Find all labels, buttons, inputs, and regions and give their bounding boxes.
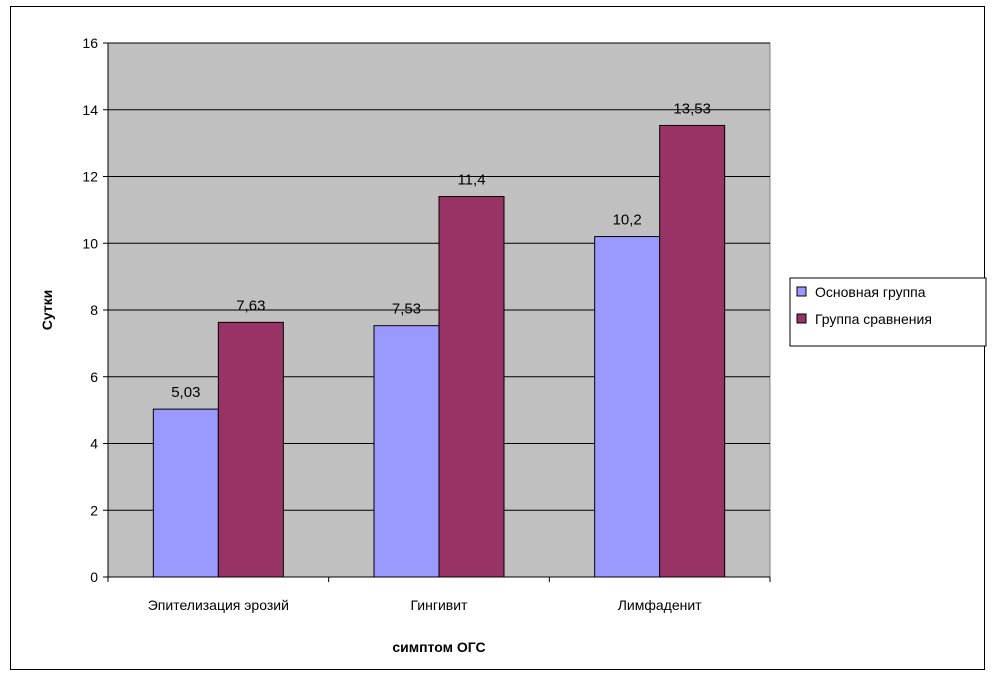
x-category-label: Лимфаденит (618, 597, 702, 613)
y-axis-title: Сутки (39, 290, 55, 331)
bar-comparison-group (659, 124, 726, 578)
bar-main-group (373, 325, 440, 578)
bar-comparison-group (217, 321, 284, 578)
y-tick-label: 10 (82, 235, 98, 251)
y-tick-label: 4 (90, 436, 98, 452)
y-tick-label: 16 (82, 35, 98, 51)
bar-comparison-group (438, 196, 505, 578)
y-tick-label: 2 (90, 502, 98, 518)
y-tick-label: 12 (82, 169, 98, 185)
legend-swatch-main-group (796, 286, 807, 297)
data-label: 13,53 (673, 100, 711, 117)
x-category-label: Гингивит (411, 597, 469, 613)
data-label: 5,03 (171, 384, 200, 401)
legend-swatch-comparison-group (796, 313, 807, 324)
data-label: 11,4 (457, 172, 485, 189)
data-label: 7,53 (392, 301, 421, 318)
bar-main-group (594, 236, 661, 578)
data-label: 10,2 (613, 212, 642, 229)
y-ticks: 0 2 4 6 8 10 12 14 16 (82, 35, 108, 585)
bar-main-group (152, 408, 219, 578)
bars (152, 124, 726, 578)
legend-box (789, 277, 987, 347)
x-category-label: Эпителизация эрозий (148, 597, 289, 613)
legend: Основная группа Группа сравнения (789, 277, 987, 347)
y-tick-label: 6 (90, 369, 98, 385)
data-labels: 5,03 7,63 7,53 11,4 10,2 13,53 (171, 100, 711, 401)
data-label: 7,63 (236, 297, 265, 314)
y-tick-label: 14 (82, 102, 98, 118)
x-axis-title: симптом ОГС (392, 639, 485, 655)
legend-label-comparison-group: Группа сравнения (815, 311, 932, 327)
x-categories: Эпителизация эрозий Гингивит Лимфаденит (148, 597, 702, 613)
y-tick-label: 8 (90, 302, 98, 318)
legend-label-main-group: Основная группа (815, 284, 926, 300)
y-tick-label: 0 (90, 569, 98, 585)
